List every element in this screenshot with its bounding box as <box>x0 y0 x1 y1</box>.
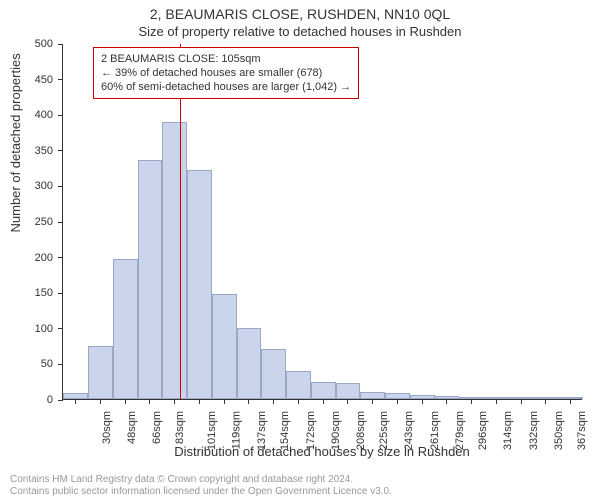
annotation-box: 2 BEAUMARIS CLOSE: 105sqm ← 39% of detac… <box>93 47 359 99</box>
chart-page: 2, BEAUMARIS CLOSE, RUSHDEN, NN10 0QL Si… <box>0 0 600 500</box>
x-tick-mark <box>422 399 423 404</box>
x-tick-mark <box>174 399 175 404</box>
histogram-bar <box>311 382 336 399</box>
footer-line-2: Contains public sector information licen… <box>10 486 392 498</box>
annotation-line-3: 60% of semi-detached houses are larger (… <box>101 80 351 94</box>
y-axis-label: Number of detached properties <box>8 53 23 232</box>
x-tick-mark <box>149 399 150 404</box>
histogram-plot: 05010015020025030035040045050030sqm48sqm… <box>62 44 582 400</box>
x-tick-mark <box>397 399 398 404</box>
histogram-bar <box>113 259 138 399</box>
y-tick-label: 300 <box>35 180 63 192</box>
histogram-bar <box>534 397 558 399</box>
y-tick-label: 0 <box>47 394 63 406</box>
histogram-bar <box>435 396 459 399</box>
histogram-bar <box>162 122 187 399</box>
x-tick-label: 83sqm <box>174 411 186 444</box>
y-tick-label: 100 <box>35 323 63 335</box>
x-tick-mark <box>273 399 274 404</box>
y-tick-label: 450 <box>35 74 63 86</box>
x-tick-mark <box>521 399 522 404</box>
x-tick-mark <box>570 399 571 404</box>
histogram-bar <box>286 371 311 399</box>
x-tick-mark <box>224 399 225 404</box>
x-tick-mark <box>372 399 373 404</box>
page-title-address: 2, BEAUMARIS CLOSE, RUSHDEN, NN10 0QL <box>0 6 600 22</box>
x-tick-label: 48sqm <box>126 411 138 444</box>
x-axis-label: Distribution of detached houses by size … <box>62 444 582 459</box>
histogram-bar <box>212 294 237 399</box>
annotation-line-2: ← 39% of detached houses are smaller (67… <box>101 66 351 80</box>
x-tick-label: 66sqm <box>151 411 163 444</box>
y-tick-label: 500 <box>35 38 63 50</box>
y-tick-label: 200 <box>35 252 63 264</box>
y-tick-label: 150 <box>35 287 63 299</box>
x-tick-mark <box>125 399 126 404</box>
x-tick-mark <box>471 399 472 404</box>
histogram-bar <box>88 346 113 399</box>
histogram-bar <box>138 160 162 399</box>
page-title-desc: Size of property relative to detached ho… <box>0 24 600 39</box>
x-tick-mark <box>199 399 200 404</box>
x-tick-mark <box>100 399 101 404</box>
x-tick-mark <box>496 399 497 404</box>
y-tick-label: 50 <box>41 358 63 370</box>
histogram-bar <box>360 392 385 399</box>
histogram-bar <box>336 383 360 399</box>
x-tick-mark <box>323 399 324 404</box>
histogram-bar <box>237 328 261 399</box>
x-tick-label: 30sqm <box>101 411 113 444</box>
y-tick-label: 250 <box>35 216 63 228</box>
footer-line-1: Contains HM Land Registry data © Crown c… <box>10 474 392 486</box>
histogram-bar <box>187 170 212 399</box>
x-tick-mark <box>347 399 348 404</box>
x-tick-mark <box>75 399 76 404</box>
footer-attribution: Contains HM Land Registry data © Crown c… <box>10 474 392 498</box>
x-tick-mark <box>446 399 447 404</box>
x-tick-mark <box>248 399 249 404</box>
annotation-line-1: 2 BEAUMARIS CLOSE: 105sqm <box>101 52 351 66</box>
y-tick-label: 400 <box>35 109 63 121</box>
y-tick-label: 350 <box>35 145 63 157</box>
x-tick-mark <box>545 399 546 404</box>
histogram-bar <box>261 349 286 399</box>
x-tick-mark <box>298 399 299 404</box>
